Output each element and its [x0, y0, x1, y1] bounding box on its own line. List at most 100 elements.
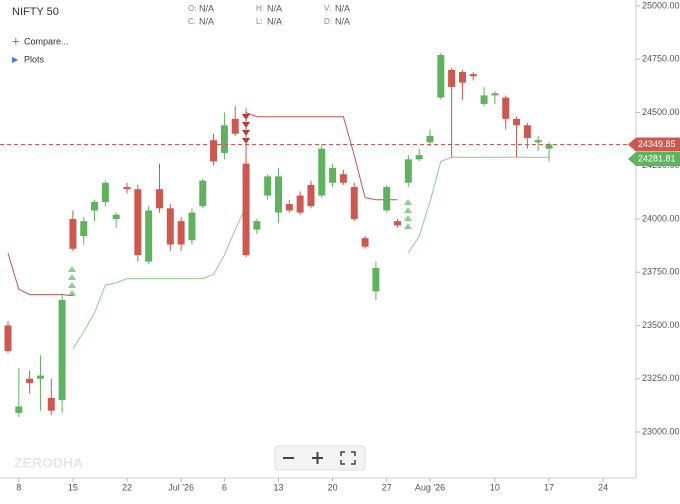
- candle-body: [448, 69, 456, 87]
- x-tick-label: 15: [68, 482, 78, 492]
- candle-body: [491, 93, 499, 96]
- candle-body: [329, 167, 337, 183]
- candle-body: [372, 267, 380, 292]
- y-tick-label: 23000.00: [642, 426, 680, 436]
- ohlc-value: N/A: [335, 3, 350, 13]
- price-tag: [628, 151, 680, 166]
- ohlc-value: N/A: [199, 3, 214, 13]
- candle-body: [502, 97, 510, 119]
- ohlc-key: V:: [324, 4, 331, 13]
- ohlc-value: N/A: [267, 16, 282, 26]
- y-tick-label: 24000.00: [642, 213, 680, 223]
- plots-menu[interactable]: Plots: [24, 54, 45, 64]
- y-tick-label: 24500.00: [642, 107, 680, 117]
- candle-body: [426, 135, 434, 143]
- candle-body: [318, 148, 326, 196]
- candle-body: [523, 125, 531, 139]
- candle-body: [296, 195, 304, 213]
- price-tag-label: 24281.81: [638, 153, 676, 163]
- candle-body: [188, 212, 196, 241]
- x-tick-label: 6: [222, 482, 227, 492]
- plots-icon[interactable]: ▶: [12, 55, 19, 64]
- candle-body: [253, 221, 261, 230]
- fullscreen[interactable]: [340, 451, 356, 465]
- candle-body: [458, 71, 466, 83]
- candle-body: [210, 140, 218, 162]
- candle-body: [437, 54, 445, 98]
- candle-body: [134, 189, 142, 256]
- y-tick-label: 24750.00: [642, 54, 680, 64]
- x-tick-label: 20: [328, 482, 338, 492]
- x-tick-label: 10: [490, 482, 500, 492]
- candle-body: [350, 187, 358, 219]
- ohlc-key: O:: [188, 4, 196, 13]
- x-tick-label: 22: [122, 482, 132, 492]
- candle-body: [404, 159, 412, 183]
- candle-body: [513, 118, 521, 126]
- candle-body: [307, 184, 315, 207]
- watermark: ZERODHA: [14, 455, 83, 471]
- candle-body: [4, 325, 12, 352]
- buy-signal: [404, 199, 412, 229]
- candle-body: [177, 221, 185, 245]
- ohlc-value: N/A: [335, 16, 350, 26]
- candle-body: [285, 204, 293, 211]
- y-tick-label: 23250.00: [642, 373, 680, 383]
- candle-body: [145, 210, 153, 262]
- ohlc-key: H:: [256, 4, 264, 13]
- candle-body: [480, 95, 488, 104]
- candle-body: [36, 375, 44, 379]
- candle-body: [26, 378, 34, 383]
- y-tick-label: 25000.00: [642, 0, 680, 10]
- candle-body: [15, 406, 23, 413]
- price-tag-label: 24349.85: [638, 139, 676, 149]
- y-tick-label: 23750.00: [642, 267, 680, 277]
- candle-body: [69, 218, 77, 249]
- ohlc-key: C:: [188, 17, 196, 26]
- candle-body: [101, 182, 109, 202]
- x-tick-label: 27: [382, 482, 392, 492]
- zoom-controls: [274, 445, 366, 471]
- x-tick-label: 13: [273, 482, 283, 492]
- candle-body: [91, 201, 99, 211]
- candle-body: [199, 180, 207, 207]
- candle-body: [242, 163, 250, 256]
- x-tick-label: Jul '26: [168, 482, 194, 492]
- ohlc-value: N/A: [267, 3, 282, 13]
- candle-body: [123, 187, 131, 190]
- compare-icon[interactable]: +: [12, 33, 20, 48]
- candle-body: [534, 140, 542, 143]
- candle-body: [112, 214, 120, 219]
- ohlc-key: L:: [256, 17, 263, 26]
- ohlc-key: D:: [324, 17, 332, 26]
- candle-body: [415, 155, 423, 160]
- chart-title: NIFTY 50: [12, 6, 59, 18]
- ohlc-value: N/A: [199, 16, 214, 26]
- candle-body: [47, 397, 55, 411]
- candle-body: [166, 208, 174, 245]
- candle-body: [155, 189, 163, 209]
- price-tag: [628, 137, 680, 152]
- candle-body: [58, 299, 66, 401]
- candle-body: [264, 176, 272, 196]
- candle-body: [545, 144, 553, 149]
- candle-body: [275, 176, 282, 213]
- candle-body: [231, 118, 239, 134]
- candle-body: [383, 187, 391, 211]
- compare-menu[interactable]: Compare...: [24, 36, 69, 46]
- candle-body: [469, 74, 477, 77]
- candle-body: [220, 125, 228, 153]
- buy-signal: [68, 266, 76, 296]
- x-tick-label: 24: [598, 482, 608, 492]
- candle-body: [80, 221, 88, 237]
- candle-body: [339, 174, 347, 183]
- x-tick-label: Aug '26: [415, 482, 445, 492]
- candle-body: [361, 238, 369, 247]
- x-tick-label: 17: [544, 482, 554, 492]
- candle-body: [394, 221, 402, 226]
- y-tick-label: 23500.00: [642, 320, 680, 330]
- x-tick-label: 8: [16, 482, 21, 492]
- indicator-line: [72, 156, 549, 350]
